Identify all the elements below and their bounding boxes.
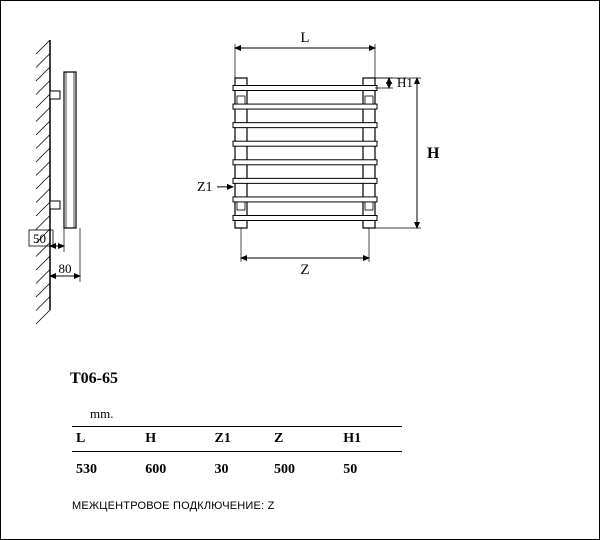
col-Z1: Z1 bbox=[211, 427, 270, 452]
spec-block: T06-65 mm. LHZ1ZH1 5306003050050 МЕЖЦЕНТ… bbox=[70, 370, 470, 512]
val-H: 600 bbox=[141, 452, 210, 487]
svg-text:Z: Z bbox=[300, 262, 309, 278]
svg-text:50: 50 bbox=[33, 231, 46, 246]
connection-note: МЕЖЦЕНТРОВОЕ ПОДКЛЮЧЕНИЕ: Z bbox=[72, 500, 470, 512]
unit-label: mm. bbox=[90, 406, 470, 422]
val-H1: 50 bbox=[339, 452, 402, 487]
svg-text:80: 80 bbox=[59, 261, 72, 276]
svg-text:H1: H1 bbox=[397, 75, 413, 90]
svg-text:L: L bbox=[300, 30, 309, 46]
dimension-table: LHZ1ZH1 5306003050050 bbox=[72, 426, 402, 486]
val-Z1: 30 bbox=[211, 452, 270, 487]
val-L: 530 bbox=[72, 452, 141, 487]
col-Z: Z bbox=[270, 427, 339, 452]
svg-text:H: H bbox=[427, 145, 440, 162]
model-label: T06-65 bbox=[70, 370, 470, 388]
val-Z: 500 bbox=[270, 452, 339, 487]
col-H: H bbox=[141, 427, 210, 452]
svg-text:Z1: Z1 bbox=[197, 180, 213, 195]
col-L: L bbox=[72, 427, 141, 452]
col-H1: H1 bbox=[339, 427, 402, 452]
